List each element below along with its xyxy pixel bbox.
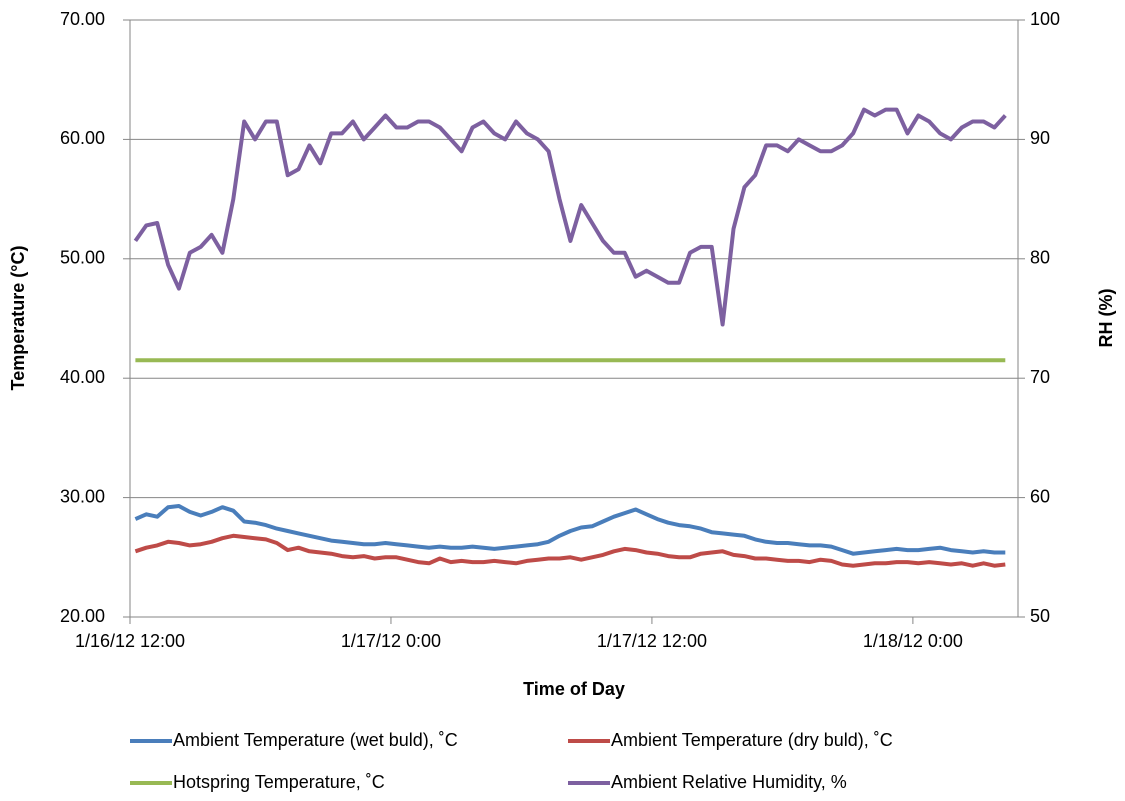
x-tick-label: 1/16/12 12:00 [75, 631, 185, 651]
legend-label: Ambient Relative Humidity, % [611, 772, 847, 792]
y2-tick-label: 60 [1030, 486, 1050, 506]
y2-axis-title: RH (%) [1096, 289, 1116, 348]
y2-tick-label: 100 [1030, 9, 1060, 29]
series-line [133, 107, 1007, 327]
y-tick-label: 30.00 [60, 486, 105, 506]
x-tick-label: 1/17/12 12:00 [597, 631, 707, 651]
y-tick-label: 40.00 [60, 367, 105, 387]
legend-label: Ambient Temperature (wet buld), ˚C [173, 730, 458, 750]
legend-label: Ambient Temperature (dry buld), ˚C [611, 730, 893, 750]
y2-tick-label: 80 [1030, 248, 1050, 268]
y-tick-label: 50.00 [60, 248, 105, 268]
x-axis-title: Time of Day [523, 679, 625, 699]
legend-label: Hotspring Temperature, ˚C [173, 772, 385, 792]
y-tick-label: 70.00 [60, 9, 105, 29]
series-line [134, 504, 1006, 556]
x-tick-label: 1/18/12 0:00 [863, 631, 963, 651]
y-tick-label: 20.00 [60, 606, 105, 626]
x-tick-label: 1/17/12 0:00 [341, 631, 441, 651]
y2-tick-label: 90 [1030, 128, 1050, 148]
y-tick-label: 60.00 [60, 128, 105, 148]
y2-tick-label: 70 [1030, 367, 1050, 387]
series-line [134, 533, 1006, 568]
y2-tick-label: 50 [1030, 606, 1050, 626]
y-axis-title: Temperature (°C) [8, 246, 28, 391]
